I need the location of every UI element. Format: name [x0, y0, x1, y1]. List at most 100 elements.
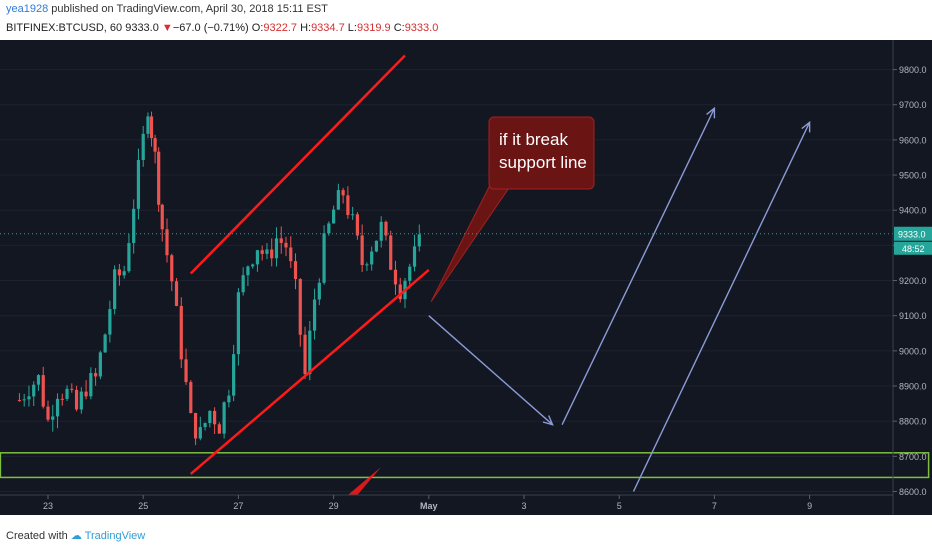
candle-body — [157, 151, 161, 205]
candle-body — [132, 208, 136, 244]
open-value: 9322.7 — [263, 22, 297, 34]
open-label: O: — [251, 22, 264, 34]
candle-body — [208, 410, 212, 424]
candle-body — [22, 399, 26, 401]
candle-body — [346, 195, 350, 216]
author-link[interactable]: yea1928 — [6, 3, 49, 15]
candle-body — [293, 261, 298, 280]
candle-body — [79, 391, 83, 410]
candle-body — [232, 354, 236, 396]
candle-body — [146, 116, 150, 134]
projection-arrow-line — [561, 107, 716, 425]
low-value: 9319.9 — [356, 22, 391, 34]
price-tick-label: 9600.0 — [899, 135, 927, 145]
candle-body — [153, 138, 157, 152]
candle-body — [255, 250, 260, 265]
chart-area[interactable]: if it break support line 9800.0 9700.0 960… — [0, 40, 932, 515]
candle-body — [341, 190, 345, 196]
candle-body — [336, 190, 340, 210]
symbol-name: BITFINEX:BTCUSD, 60 — [6, 22, 123, 34]
candle-body — [241, 275, 245, 293]
price-tick-label: 9700.0 — [899, 100, 927, 110]
candle-body — [246, 266, 250, 276]
candle-body — [89, 373, 93, 397]
channel-upper-line — [189, 54, 406, 275]
time-axis[interactable]: 23 25 27 29 May 3 5 7 9 — [0, 494, 893, 511]
tradingview-logo-icon: ☁ — [70, 530, 82, 542]
candle-body — [389, 235, 393, 270]
candle-body — [127, 243, 131, 272]
callout-text-line1: if it break — [499, 130, 568, 149]
candle-body — [113, 269, 117, 310]
candle-body — [36, 375, 41, 385]
candles — [17, 111, 421, 446]
candle-body — [117, 269, 121, 276]
candle-body — [260, 250, 264, 254]
candle-body — [279, 238, 283, 243]
price-change: −67.0 (−0.71%) — [172, 22, 249, 34]
time-tick-label: 9 — [807, 501, 812, 511]
chart-header: yea1928 published on TradingView.com, Ap… — [0, 0, 932, 40]
candle-body — [27, 396, 31, 400]
price-tick-label: 9400.0 — [899, 206, 927, 216]
publish-info: yea1928 published on TradingView.com, Ap… — [6, 3, 328, 15]
callout-pointer — [430, 178, 512, 302]
price-tag-background — [894, 226, 932, 241]
candle-body — [149, 116, 154, 139]
created-with: Created with ☁ TradingView — [6, 529, 145, 542]
candle-body — [374, 240, 379, 252]
support-zone — [0, 452, 930, 479]
time-tick-label: 29 — [329, 501, 339, 511]
candle-body — [360, 235, 364, 265]
candle-body — [332, 209, 336, 224]
projection-arrow-head — [801, 120, 811, 133]
candle-body — [236, 292, 240, 355]
projection-arrow-line — [428, 315, 554, 426]
callout-box — [488, 116, 595, 190]
price-tag-value: 9333.0 — [898, 229, 926, 239]
candle-body — [370, 251, 374, 265]
price-tick-label: 9000.0 — [899, 346, 927, 356]
candle-body — [84, 391, 88, 397]
projection-arrow-head — [542, 415, 554, 426]
created-with-text: Created with — [6, 530, 68, 542]
candle-body — [251, 264, 255, 267]
symbol-info: BITFINEX:BTCUSD, 60 9333.0 ▼−67.0 (−0.71… — [6, 22, 438, 34]
candle-body — [412, 246, 417, 267]
projection-arrows — [428, 106, 811, 492]
time-tick-label: 23 — [43, 501, 53, 511]
candle-body — [170, 255, 174, 282]
price-tick-label: 9200.0 — [899, 276, 927, 286]
time-tick-label: 7 — [712, 501, 717, 511]
candle-body — [398, 284, 402, 300]
support-zone-box — [0, 452, 930, 479]
price-tick-label: 8700.0 — [899, 452, 927, 462]
candle-body — [222, 402, 226, 434]
price-tick-label: 9800.0 — [899, 65, 927, 75]
candle-body — [203, 423, 207, 428]
candle-body — [108, 309, 112, 335]
candle-body — [70, 388, 74, 390]
candle-body — [393, 269, 398, 285]
candle-body — [32, 384, 36, 397]
price-axis[interactable]: 9800.09700.09600.09500.09400.09300.09200… — [892, 40, 927, 515]
candle-body — [298, 279, 302, 335]
candle-body — [317, 282, 321, 300]
candle-body — [41, 375, 45, 407]
price-tick-label: 8800.0 — [899, 417, 927, 427]
candle-body — [165, 229, 169, 256]
candle-body — [217, 424, 221, 434]
candle-body — [136, 160, 141, 209]
candle-body — [379, 221, 383, 241]
countdown-tag-background — [894, 241, 932, 255]
time-tick-label: May — [420, 501, 438, 511]
candle-body — [351, 214, 355, 216]
last-price: 9333.0 — [125, 22, 159, 34]
tradingview-link[interactable]: TradingView — [84, 530, 146, 542]
candle-body — [227, 395, 231, 403]
candle-body — [174, 281, 179, 306]
candle-body — [274, 238, 279, 259]
candle-body — [284, 242, 288, 248]
candle-body — [179, 305, 183, 360]
candle-body — [141, 133, 145, 161]
